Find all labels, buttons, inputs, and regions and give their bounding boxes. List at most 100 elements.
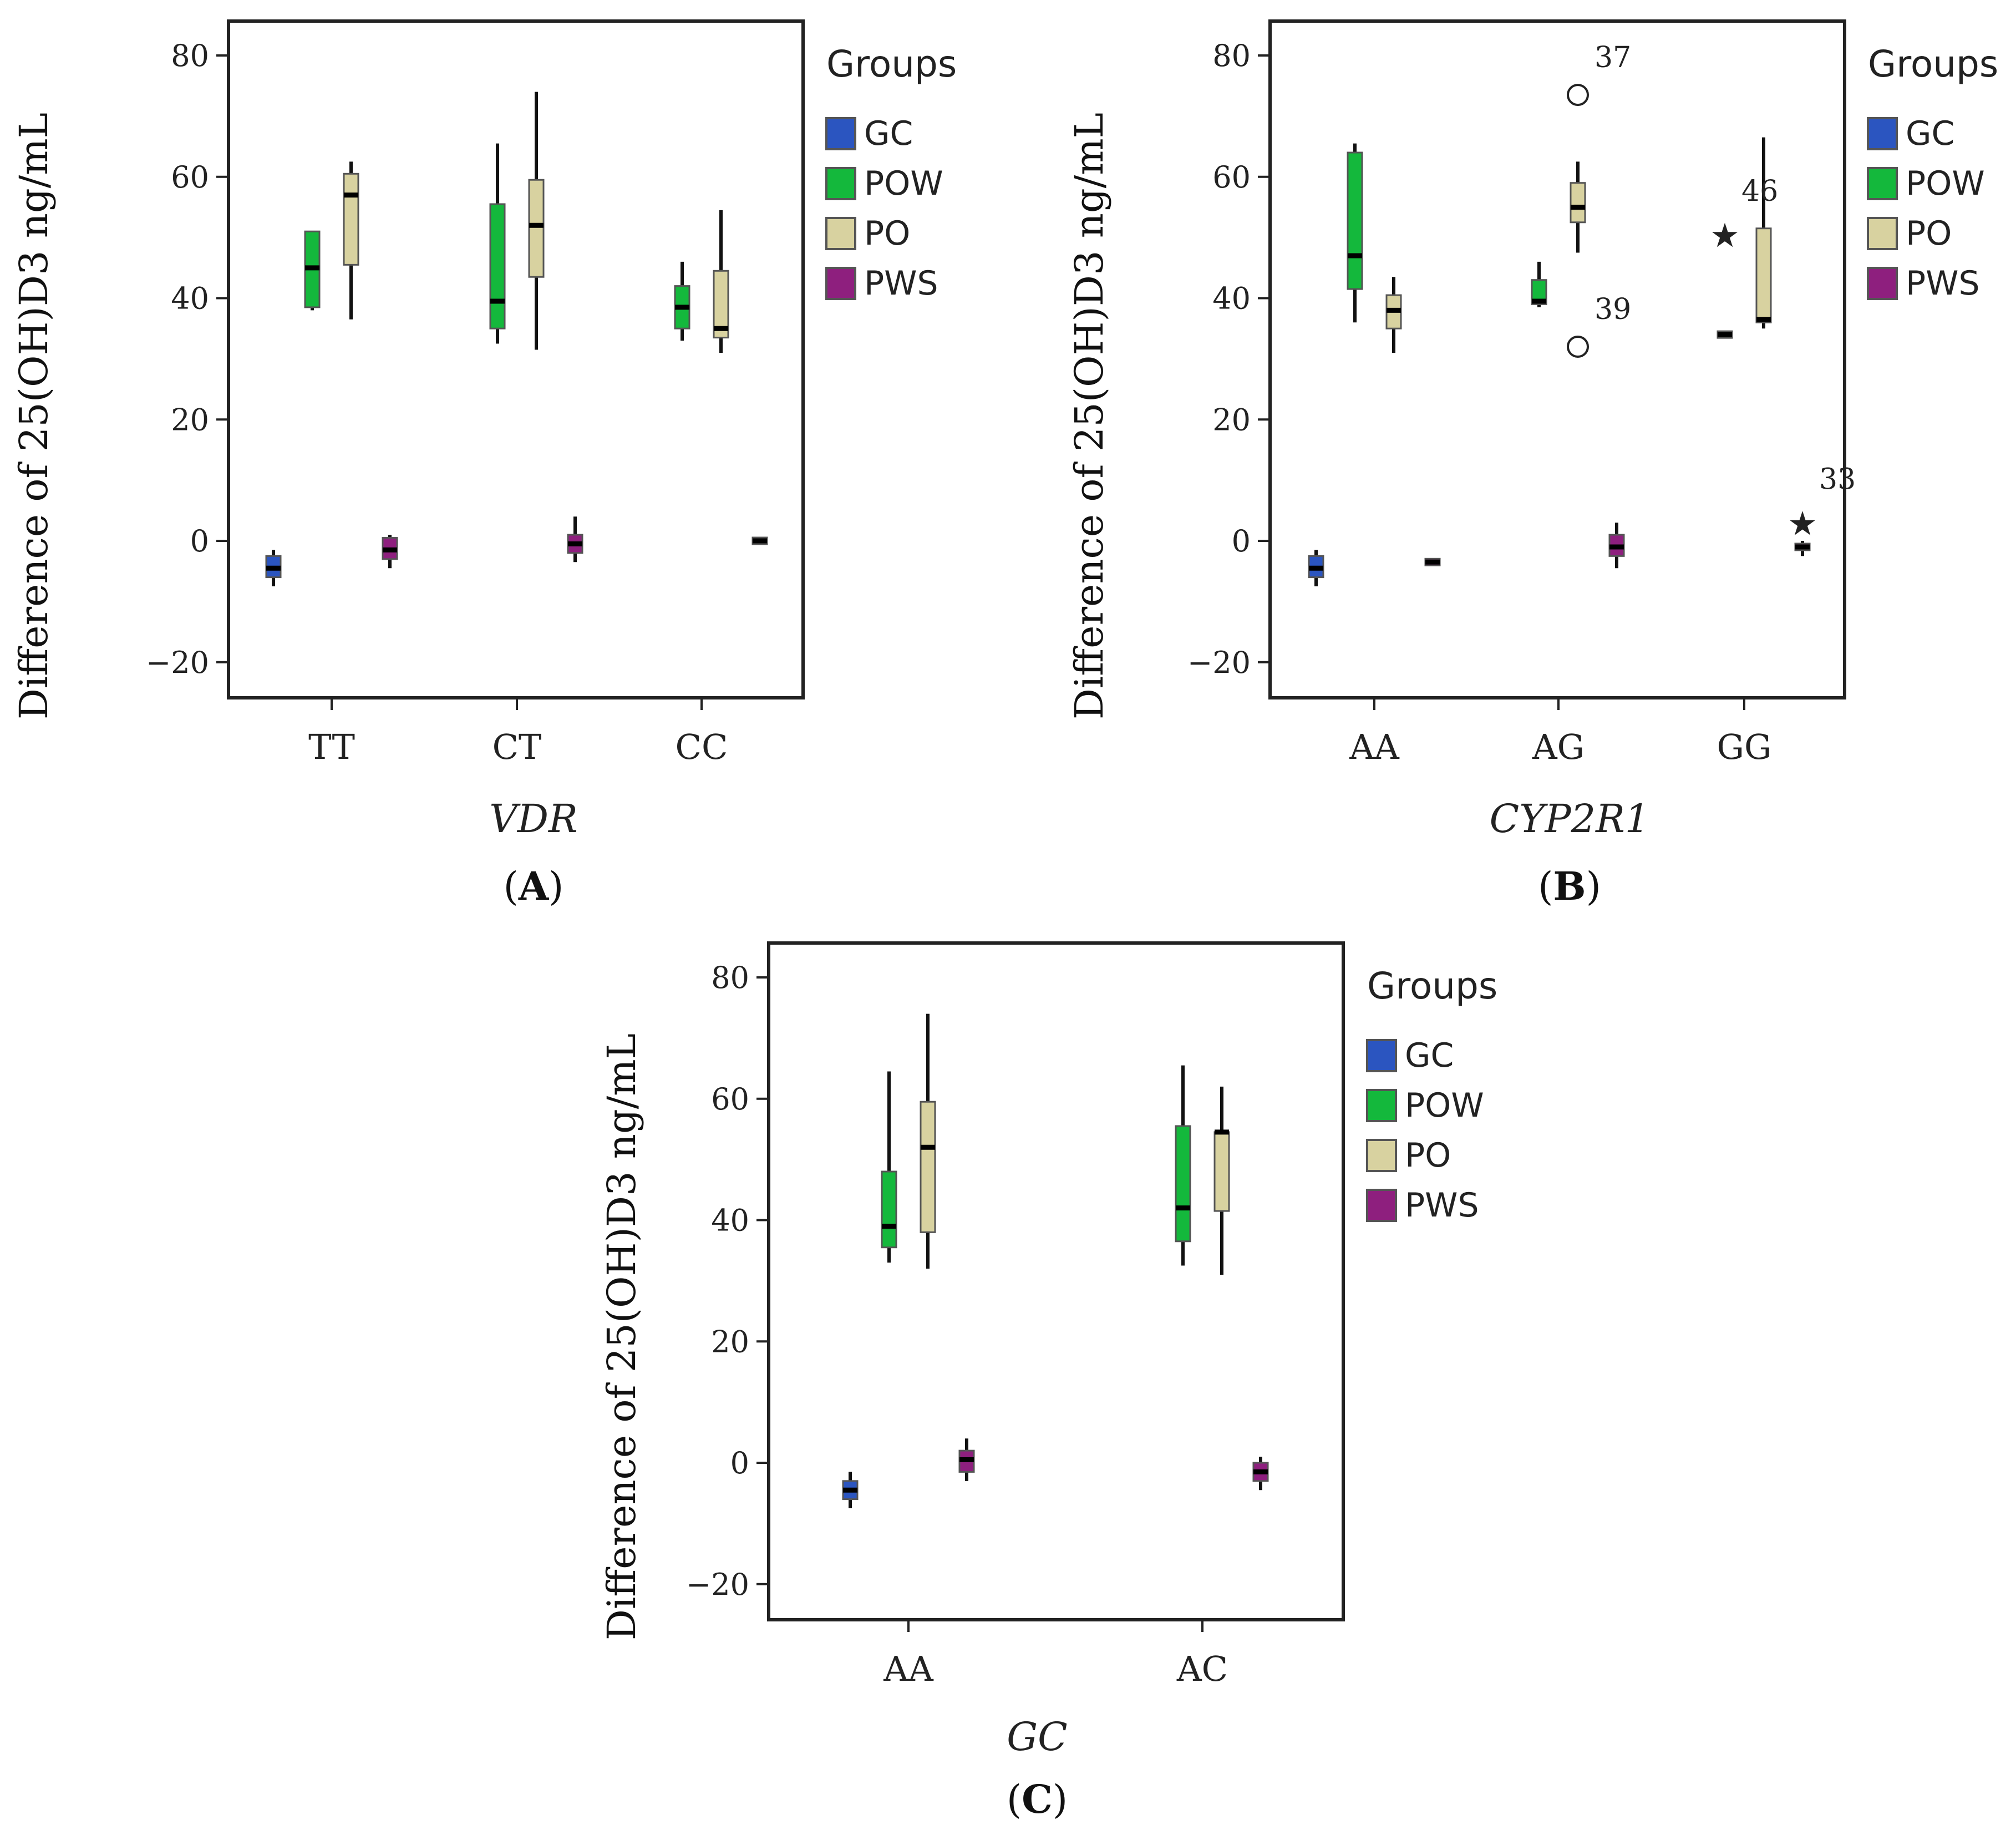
legend-label-gc: GC bbox=[864, 114, 913, 153]
plot-frame-c bbox=[767, 941, 1345, 1621]
legend-label-po: PO bbox=[1906, 214, 1952, 253]
panel-b: Difference of 25(OH)D3 ng/mL 80 60 40 20 0 −2… bbox=[1067, 19, 1998, 909]
box-body bbox=[1755, 227, 1772, 323]
box-pws-ct bbox=[567, 516, 583, 562]
legend-swatch-gc bbox=[825, 117, 856, 150]
x-category-label-b: AG bbox=[1532, 727, 1585, 767]
outlier-label: 33 bbox=[1819, 463, 1856, 496]
panel-label-a: (A) bbox=[504, 863, 564, 909]
box-po-ct bbox=[528, 92, 545, 350]
panel-c: Difference of 25(OH)D3 ng/mL 80 60 40 20 0 −2… bbox=[599, 941, 1497, 1822]
box-gc-aa bbox=[1308, 550, 1324, 587]
box-pow-ac bbox=[1175, 1065, 1191, 1266]
panel-label-b: (B) bbox=[1538, 863, 1601, 909]
y-axis-ticks-b: 80 60 40 20 0 −20 bbox=[1187, 38, 1270, 680]
legend-swatch-pow bbox=[1867, 167, 1898, 200]
box-body bbox=[881, 1170, 897, 1249]
legend-label-pow: POW bbox=[864, 164, 943, 203]
box-po-cc bbox=[713, 210, 729, 353]
box-body bbox=[1570, 182, 1586, 224]
y-tick-label-c: 80 bbox=[711, 960, 749, 995]
legend-swatch-pws bbox=[1867, 267, 1898, 300]
legend-label-gc: GC bbox=[1405, 1036, 1454, 1075]
gene-label-a: VDR bbox=[489, 796, 577, 842]
outlier-star: ★ bbox=[1710, 216, 1740, 255]
legend-swatch-po bbox=[825, 217, 856, 250]
y-tick-label-c: 60 bbox=[711, 1082, 749, 1117]
legend-swatch-po bbox=[1366, 1139, 1397, 1172]
legend-swatch-po bbox=[1867, 217, 1898, 250]
plot-frame-a bbox=[227, 19, 805, 699]
box-gc-aa bbox=[842, 1472, 859, 1509]
y-tick-label-b: 0 bbox=[1232, 524, 1251, 559]
box-body bbox=[1347, 151, 1363, 290]
y-tick-label-c: −20 bbox=[686, 1567, 749, 1602]
box-group-c bbox=[842, 1013, 1269, 1509]
y-tick-label-a: 40 bbox=[171, 281, 209, 316]
y-tick-label-c: 20 bbox=[711, 1324, 749, 1359]
box-group-b bbox=[1308, 137, 1811, 587]
outlier-circle bbox=[1567, 84, 1589, 107]
y-tick-label-b: 80 bbox=[1212, 38, 1251, 73]
legend-label-po: PO bbox=[864, 214, 910, 253]
box-gc-tt bbox=[265, 550, 282, 587]
box-po-aa bbox=[1385, 277, 1402, 353]
y-tick-label-b: 20 bbox=[1212, 402, 1251, 437]
legend-label-pws: PWS bbox=[864, 264, 938, 303]
y-tick-label-c: 40 bbox=[711, 1203, 749, 1238]
x-category-label-c: AA bbox=[883, 1649, 934, 1689]
y-tick-label-a: 0 bbox=[190, 524, 209, 559]
outlier-label: 46 bbox=[1741, 175, 1778, 208]
legend-b: Groups GC POW PO PWS bbox=[1867, 43, 1998, 303]
y-tick-label-a: 20 bbox=[171, 402, 209, 437]
y-axis-ticks-a: 80 60 40 20 0 −20 bbox=[146, 38, 228, 680]
x-category-label-a: TT bbox=[308, 727, 355, 767]
box-pow-aa bbox=[881, 1071, 897, 1263]
legend-a: Groups GC POW PO PWS bbox=[825, 43, 957, 303]
outlier-label: 37 bbox=[1594, 41, 1631, 74]
x-axis-categories-c: AA AC bbox=[883, 1620, 1228, 1689]
y-tick-label-b: −20 bbox=[1187, 645, 1251, 680]
legend-swatch-pws bbox=[825, 267, 856, 300]
y-axis-label-b: Difference of 25(OH)D3 ng/mL bbox=[1067, 113, 1112, 719]
x-category-label-b: GG bbox=[1717, 727, 1771, 767]
x-axis-categories-b: AA AG GG bbox=[1349, 698, 1772, 767]
box-pws-ag bbox=[1608, 523, 1625, 569]
x-category-label-a: CT bbox=[492, 727, 542, 767]
legend-label-pws: PWS bbox=[1405, 1186, 1479, 1225]
legend-swatch-pow bbox=[825, 167, 856, 200]
box-pws-aa bbox=[958, 1438, 975, 1481]
y-axis-label-c: Difference of 25(OH)D3 ng/mL bbox=[599, 1033, 644, 1640]
outlier-star: ★ bbox=[1788, 505, 1817, 544]
legend-title-b: Groups bbox=[1868, 43, 1998, 85]
box-pow-ct bbox=[489, 143, 506, 344]
box-body bbox=[343, 173, 359, 266]
box-pow-cc bbox=[674, 261, 690, 341]
box-pow-gg bbox=[1717, 330, 1733, 339]
y-tick-label-a: −20 bbox=[146, 645, 209, 680]
x-category-label-a: CC bbox=[676, 727, 728, 767]
box-pws-ac bbox=[1252, 1457, 1269, 1491]
legend-swatch-gc bbox=[1366, 1039, 1397, 1072]
y-tick-label-a: 80 bbox=[171, 38, 209, 73]
box-po-aa bbox=[920, 1013, 936, 1269]
legend-label-gc: GC bbox=[1906, 114, 1954, 153]
box-pow-tt bbox=[304, 230, 321, 311]
legend-title-c: Groups bbox=[1367, 965, 1497, 1007]
box-po-gg bbox=[1755, 137, 1772, 329]
y-tick-label-a: 60 bbox=[171, 160, 209, 195]
box-pws-tt bbox=[382, 535, 398, 569]
legend-label-pws: PWS bbox=[1906, 264, 1980, 303]
panel-label-c: (C) bbox=[1007, 1776, 1068, 1822]
legend-label-po: PO bbox=[1405, 1136, 1451, 1175]
legend-swatch-pow bbox=[1366, 1089, 1397, 1122]
legend-swatch-pws bbox=[1366, 1189, 1397, 1222]
legend-label-pow: POW bbox=[1906, 164, 1985, 203]
x-category-label-b: AA bbox=[1349, 727, 1400, 767]
box-body bbox=[489, 203, 506, 329]
y-tick-label-b: 60 bbox=[1212, 160, 1251, 195]
outlier-circle bbox=[1567, 336, 1589, 358]
box-body bbox=[528, 179, 545, 278]
